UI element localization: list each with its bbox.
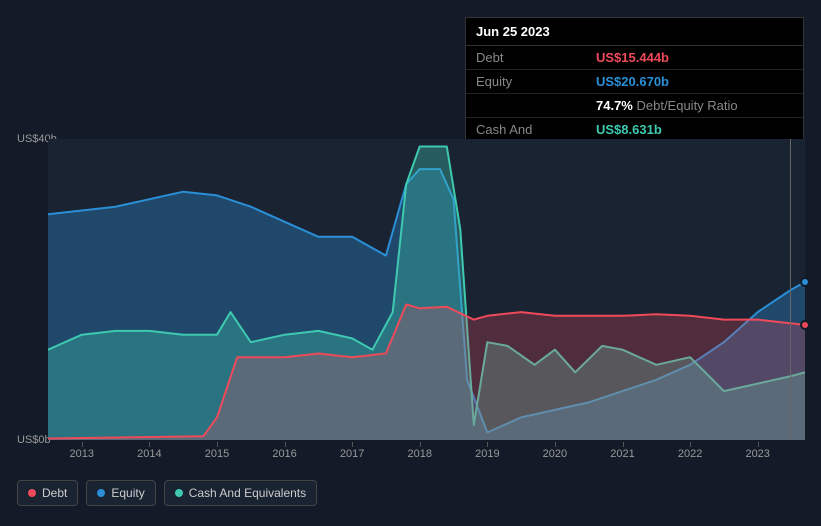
x-tick xyxy=(555,442,556,447)
x-axis-label: 2023 xyxy=(745,448,769,460)
tooltip-label: Equity xyxy=(476,74,596,89)
cash-legend-dot xyxy=(175,489,183,497)
x-tick xyxy=(623,442,624,447)
chart-plot-area[interactable] xyxy=(48,139,805,440)
x-axis-label: 2016 xyxy=(272,448,296,460)
tooltip-date: Jun 25 2023 xyxy=(466,18,803,46)
legend-item-debt[interactable]: Debt xyxy=(17,480,78,506)
x-tick xyxy=(758,442,759,447)
legend-label: Debt xyxy=(42,486,67,500)
x-axis-label: 2020 xyxy=(543,448,567,460)
x-axis-label: 2022 xyxy=(678,448,702,460)
x-axis-label: 2013 xyxy=(70,448,94,460)
tooltip-value: US$20.670b xyxy=(596,74,669,89)
chart-x-axis: 2013 2014 2015 2016 2017 2018 2019 2020 2021 2022… xyxy=(48,442,805,466)
y-axis-label: US$0b xyxy=(17,434,51,446)
x-tick xyxy=(690,442,691,447)
equity-legend-dot xyxy=(97,489,105,497)
tooltip-label: Debt xyxy=(476,50,596,65)
x-tick xyxy=(217,442,218,447)
chart-legend: Debt Equity Cash And Equivalents xyxy=(17,480,317,506)
x-tick xyxy=(82,442,83,447)
equity-end-marker xyxy=(800,277,810,287)
x-axis-label: 2014 xyxy=(137,448,161,460)
x-axis-label: 2019 xyxy=(475,448,499,460)
legend-item-cash[interactable]: Cash And Equivalents xyxy=(164,480,317,506)
tooltip-value: US$15.444b xyxy=(596,50,669,65)
x-axis-label: 2015 xyxy=(205,448,229,460)
x-axis-label: 2021 xyxy=(610,448,634,460)
legend-label: Cash And Equivalents xyxy=(189,486,306,500)
tooltip-label xyxy=(476,98,596,113)
x-tick xyxy=(487,442,488,447)
debt-end-marker xyxy=(800,320,810,330)
tooltip-row: EquityUS$20.670b xyxy=(466,70,803,94)
chart-svg xyxy=(48,139,805,440)
x-tick xyxy=(285,442,286,447)
legend-item-equity[interactable]: Equity xyxy=(86,480,155,506)
tooltip-row: 74.7% Debt/Equity Ratio xyxy=(466,94,803,118)
tooltip-row: DebtUS$15.444b xyxy=(466,46,803,70)
x-axis-label: 2017 xyxy=(340,448,364,460)
x-axis-label: 2018 xyxy=(407,448,431,460)
chart-cursor-line xyxy=(790,139,791,440)
x-tick xyxy=(149,442,150,447)
tooltip-value: 74.7% Debt/Equity Ratio xyxy=(596,98,738,113)
x-tick xyxy=(352,442,353,447)
debt-legend-dot xyxy=(28,489,36,497)
chart-tooltip: Jun 25 2023 DebtUS$15.444bEquityUS$20.67… xyxy=(465,17,804,157)
legend-label: Equity xyxy=(111,486,144,500)
x-tick xyxy=(420,442,421,447)
